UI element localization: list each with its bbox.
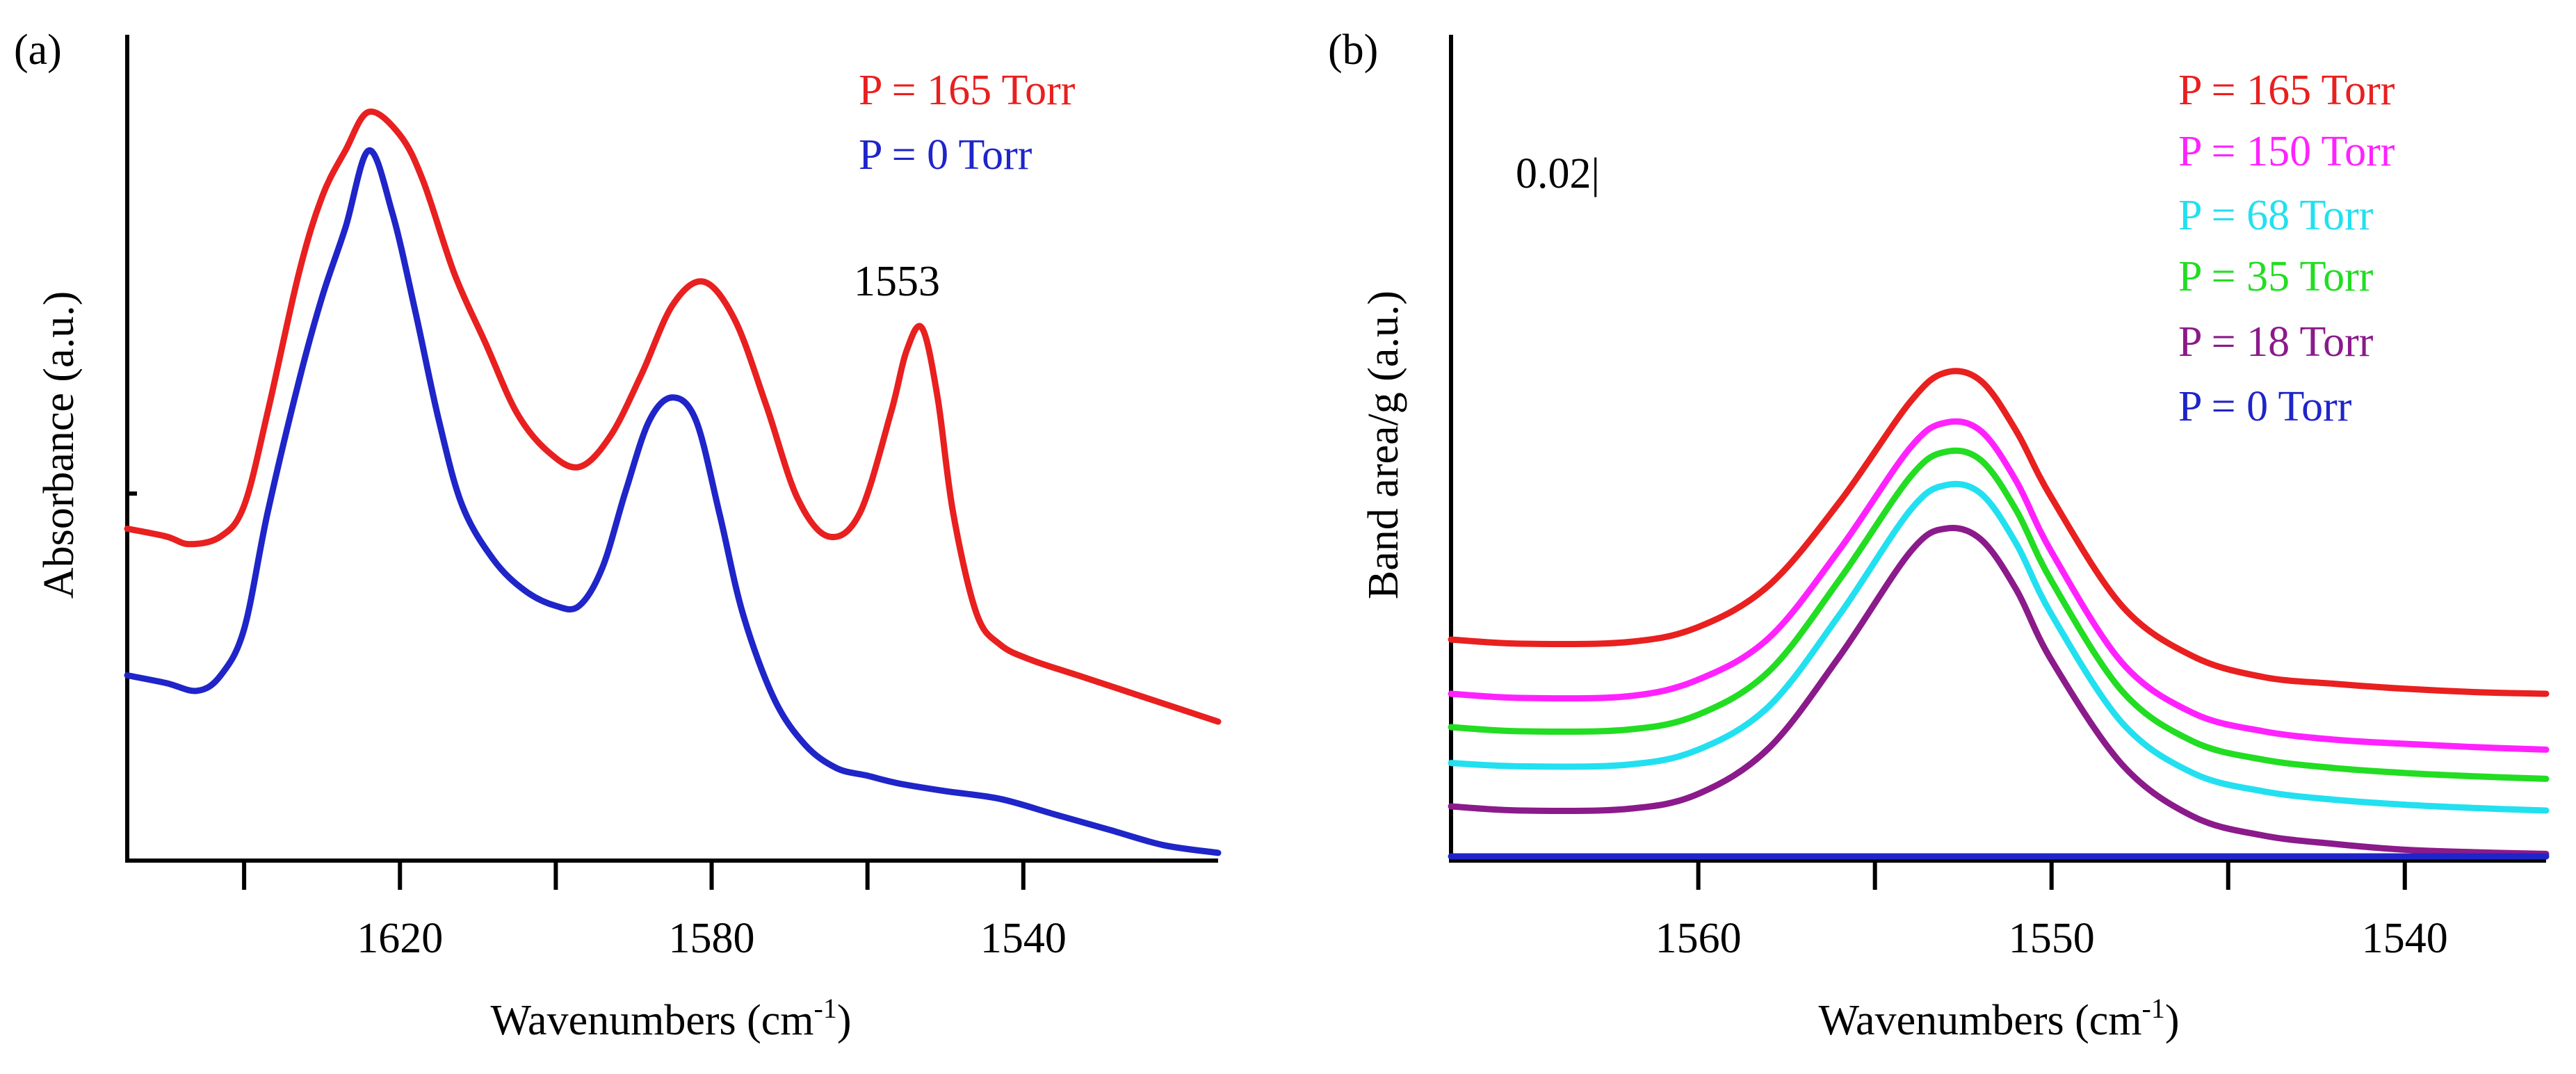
- panel-b-axes: [1449, 35, 2546, 863]
- panel-b-ticks: 1560 1550 1540: [1655, 861, 2448, 962]
- x-tick-label: 1540: [2362, 915, 2448, 962]
- panel-b-legend-item: P = 150 Torr: [2178, 128, 2395, 175]
- series-line-p-0-torr: [124, 147, 1222, 856]
- series-line-p-68-torr: [1448, 480, 2550, 814]
- panel-a-x-label: Wavenumbers (cm-1): [491, 993, 852, 1044]
- series-line-p-18-torr: [1448, 525, 2550, 857]
- panel-b-label: (b): [1328, 26, 1378, 74]
- panel-b-legend-item: P = 68 Torr: [2178, 192, 2374, 239]
- panel-a-axes: [125, 35, 1218, 863]
- series-line-p-165-torr: [1448, 368, 2550, 697]
- panel-b-legend-item: P = 165 Torr: [2178, 67, 2395, 114]
- panel-a-label: (a): [14, 26, 62, 74]
- panel-b-scale-bar: 0.02|: [1516, 150, 1600, 197]
- x-tick-label: 1560: [1655, 915, 1742, 962]
- panel-a-ticks: 1620 1580 1540: [242, 861, 1067, 962]
- series-line-p-35-torr: [1448, 447, 2550, 782]
- panel-b-y-label: Band area/g (a.u.): [1360, 291, 1407, 599]
- panel-a-legend: P = 165 Torr P = 0 Torr: [859, 67, 1076, 179]
- panel-b-legend: P = 165 Torr P = 150 Torr P = 68 Torr P …: [2178, 67, 2395, 430]
- x-tick-label: 1580: [669, 915, 755, 962]
- series-line-p-150-torr: [1448, 418, 2550, 753]
- x-tick-label: 1620: [357, 915, 443, 962]
- panel-a-annotation-1553: 1553: [854, 258, 940, 305]
- x-tick-label: 1540: [980, 915, 1067, 962]
- panel-a-legend-item: P = 165 Torr: [859, 67, 1076, 114]
- panel-b-legend-item: P = 0 Torr: [2178, 383, 2352, 430]
- panel-b-legend-item: P = 35 Torr: [2178, 253, 2374, 300]
- panel-a-y-label: Absorbance (a.u.): [35, 291, 83, 599]
- panel-b: (b) 1560 1550 1540 0.02| P = 165 Torr P = …: [1328, 26, 2550, 1044]
- x-tick-label: 1550: [2009, 915, 2095, 962]
- panel-b-series: [1448, 368, 2550, 860]
- series-line-p-165-torr: [124, 108, 1222, 725]
- panel-a-series: [124, 108, 1222, 856]
- panel-b-legend-item: P = 18 Torr: [2178, 318, 2374, 366]
- panel-a-legend-item: P = 0 Torr: [859, 131, 1032, 179]
- panel-b-x-label: Wavenumbers (cm-1): [1819, 993, 2180, 1044]
- panel-a: (a) 1620 1580 1540 1553 P = 165 Torr P = 0…: [14, 26, 1222, 1044]
